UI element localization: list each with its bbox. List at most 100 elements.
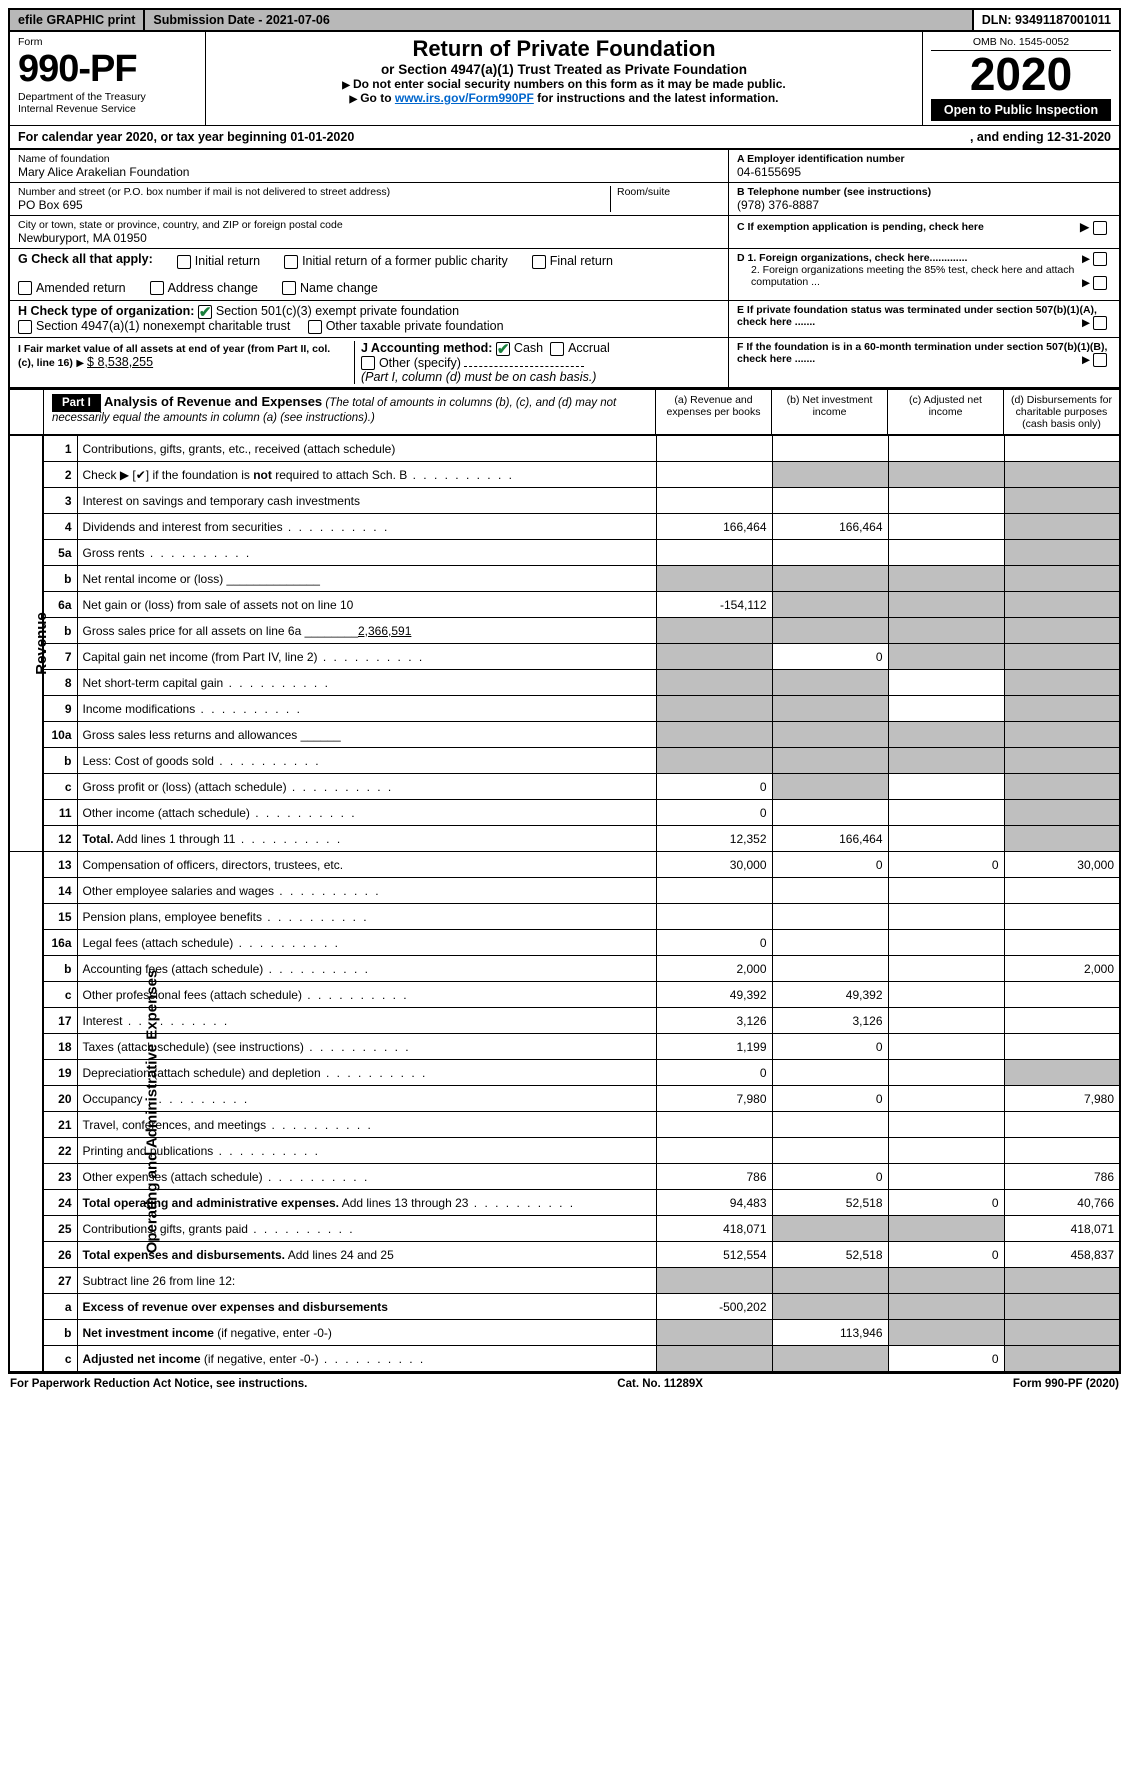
line-desc: Interest — [77, 1008, 656, 1034]
form-word: Form — [18, 36, 197, 48]
g-txt-4: Address change — [168, 281, 258, 295]
line-desc: Capital gain net income (from Part IV, l… — [77, 644, 656, 670]
cell: 2,000 — [1004, 956, 1120, 982]
cell — [772, 1060, 888, 1086]
h-cb-4947[interactable] — [18, 320, 32, 334]
cell: 17 — [43, 1008, 77, 1034]
cell — [1004, 462, 1120, 488]
cell: 13 — [43, 852, 77, 878]
line-desc: Compensation of officers, directors, tru… — [77, 852, 656, 878]
g-cb-amended[interactable] — [18, 281, 32, 295]
cal-end: , and ending 12-31-2020 — [970, 130, 1111, 144]
line-desc: Depreciation (attach schedule) and deple… — [77, 1060, 656, 1086]
g-txt-0: Initial return — [195, 254, 260, 268]
cell — [772, 1112, 888, 1138]
cell: 418,071 — [656, 1216, 772, 1242]
open-inspection: Open to Public Inspection — [931, 99, 1111, 121]
cell — [1004, 774, 1120, 800]
cell — [888, 592, 1004, 618]
instr2-pre: Go to — [360, 91, 395, 105]
addr-value: PO Box 695 — [18, 198, 610, 212]
col-b-header: (b) Net investment income — [771, 390, 887, 434]
cell — [772, 1268, 888, 1294]
cell: 15 — [43, 904, 77, 930]
g-txt-1: Initial return of a former public charit… — [302, 254, 508, 268]
city-c-block: City or town, state or province, country… — [8, 216, 1121, 249]
cell: 786 — [1004, 1164, 1120, 1190]
g-cb-initial-former[interactable] — [284, 255, 298, 269]
cell: b — [43, 1320, 77, 1346]
cell: a — [43, 1294, 77, 1320]
g-cb-final[interactable] — [532, 255, 546, 269]
d1-checkbox[interactable] — [1093, 252, 1107, 266]
j-cb-other[interactable] — [361, 356, 375, 370]
h-cb-501c3[interactable] — [198, 305, 212, 319]
cell: 40,766 — [1004, 1190, 1120, 1216]
cell: 0 — [772, 1034, 888, 1060]
g-cb-initial[interactable] — [177, 255, 191, 269]
g-cb-addr-change[interactable] — [150, 281, 164, 295]
cell: 23 — [43, 1164, 77, 1190]
d2-checkbox[interactable] — [1093, 276, 1107, 290]
line-desc: Pension plans, employee benefits — [77, 904, 656, 930]
cell — [888, 1060, 1004, 1086]
cell — [656, 1346, 772, 1372]
j-cb-cash[interactable] — [496, 342, 510, 356]
form990pf-link[interactable]: www.irs.gov/Form990PF — [395, 91, 534, 105]
addr-label: Number and street (or P.O. box number if… — [18, 186, 610, 198]
cell — [1004, 592, 1120, 618]
cell: 18 — [43, 1034, 77, 1060]
cell — [656, 644, 772, 670]
cell: 20 — [43, 1086, 77, 1112]
c-checkbox[interactable] — [1093, 221, 1107, 235]
cell: c — [43, 774, 77, 800]
cell — [772, 774, 888, 800]
cell: 512,554 — [656, 1242, 772, 1268]
cell — [772, 618, 888, 644]
g-opt-0: Initial return — [177, 252, 260, 271]
tax-year: 2020 — [931, 51, 1111, 97]
cell — [888, 722, 1004, 748]
h-cb-other[interactable] — [308, 320, 322, 334]
cell: -154,112 — [656, 592, 772, 618]
part1-header: Part I Analysis of Revenue and Expenses … — [8, 389, 1121, 435]
part1-tag: Part I — [52, 394, 101, 412]
h-e-block: H Check type of organization: Section 50… — [8, 301, 1121, 337]
cell — [772, 540, 888, 566]
cell: 3,126 — [772, 1008, 888, 1034]
cell: 0 — [772, 852, 888, 878]
cell — [888, 956, 1004, 982]
line-desc: Legal fees (attach schedule) — [77, 930, 656, 956]
cell — [772, 1138, 888, 1164]
cell: 10a — [43, 722, 77, 748]
cell — [656, 722, 772, 748]
cell: 0 — [772, 1164, 888, 1190]
part1-title: Analysis of Revenue and Expenses — [104, 394, 322, 409]
cell: 27 — [43, 1268, 77, 1294]
line-desc: Other professional fees (attach schedule… — [77, 982, 656, 1008]
j-cb-accrual[interactable] — [550, 342, 564, 356]
line-desc: Printing and publications — [77, 1138, 656, 1164]
cell — [656, 462, 772, 488]
j-other: Other (specify) — [379, 356, 461, 370]
cell: b — [43, 956, 77, 982]
line-desc: Total operating and administrative expen… — [77, 1190, 656, 1216]
d2-label: 2. Foreign organizations meeting the 85%… — [751, 264, 1074, 288]
cell — [888, 904, 1004, 930]
part1-grid: Revenue1Contributions, gifts, grants, et… — [8, 435, 1121, 1372]
cell: 26 — [43, 1242, 77, 1268]
e-checkbox[interactable] — [1093, 316, 1107, 330]
g-cb-name-change[interactable] — [282, 281, 296, 295]
form-number: 990-PF — [18, 48, 197, 91]
ein-label: A Employer identification number — [737, 153, 1111, 165]
cell — [1004, 878, 1120, 904]
f-checkbox[interactable] — [1093, 353, 1107, 367]
h-o1: Section 501(c)(3) exempt private foundat… — [216, 304, 459, 318]
cell — [1004, 1320, 1120, 1346]
footer-left: For Paperwork Reduction Act Notice, see … — [10, 1378, 307, 1390]
cell: 1,199 — [656, 1034, 772, 1060]
cell — [656, 904, 772, 930]
g-txt-2: Final return — [550, 254, 613, 268]
cell: b — [43, 566, 77, 592]
cell — [888, 670, 1004, 696]
